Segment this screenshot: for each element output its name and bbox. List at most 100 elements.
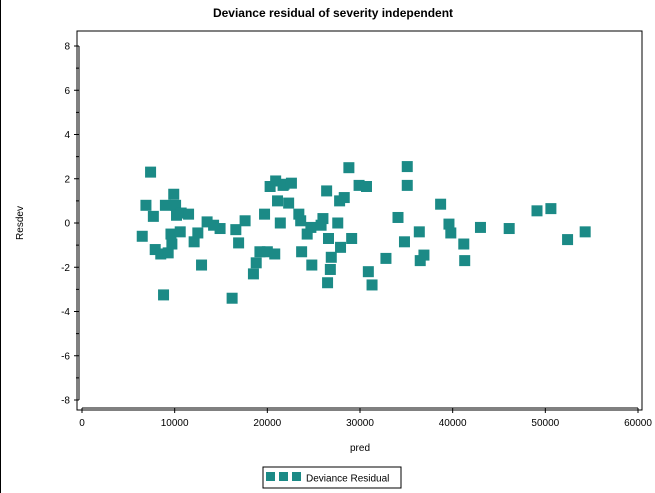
data-point xyxy=(261,246,273,258)
data-point xyxy=(168,188,180,200)
data-point xyxy=(531,205,543,217)
data-point xyxy=(401,161,413,173)
data-point xyxy=(188,236,200,248)
data-point xyxy=(443,218,455,230)
data-point xyxy=(398,236,410,248)
legend-marker xyxy=(266,472,275,481)
data-point xyxy=(315,219,327,231)
y-tick-label: 8 xyxy=(64,42,70,53)
data-point xyxy=(360,180,372,192)
data-point xyxy=(278,178,290,190)
data-point xyxy=(175,207,187,219)
x-tick-label: 60000 xyxy=(624,418,652,429)
data-point xyxy=(545,203,557,215)
data-point xyxy=(226,292,238,304)
data-point xyxy=(149,244,161,256)
data-point xyxy=(270,175,282,187)
data-point xyxy=(166,238,178,250)
legend-marker xyxy=(279,472,288,481)
data-point xyxy=(201,216,213,228)
data-point xyxy=(353,179,365,191)
data-point xyxy=(165,228,177,240)
legend-label: Deviance Residual xyxy=(306,474,389,485)
x-axis-label: pred xyxy=(350,443,370,454)
data-point xyxy=(259,208,271,220)
data-point xyxy=(147,210,159,222)
x-tick-label: 10000 xyxy=(161,418,189,429)
y-axis: 8 6 4 2 0 -2 -4 -6 -8 xyxy=(61,42,80,407)
data-point xyxy=(335,241,347,253)
data-point xyxy=(435,198,447,210)
data-point xyxy=(274,217,286,229)
data-point xyxy=(366,279,378,291)
y-tick-label: -6 xyxy=(61,351,70,362)
data-point xyxy=(145,166,157,178)
data-point xyxy=(170,199,182,211)
data-point xyxy=(322,277,334,289)
data-point xyxy=(192,227,204,239)
data-point xyxy=(332,217,344,229)
legend-markers xyxy=(266,472,301,481)
data-point xyxy=(283,197,295,209)
data-point xyxy=(392,211,404,223)
data-point xyxy=(325,251,337,263)
x-tick-label: 0 xyxy=(79,418,85,429)
y-tick-label: -2 xyxy=(61,263,70,274)
y-tick-label: 6 xyxy=(64,86,70,97)
legend-marker xyxy=(292,472,301,481)
data-point xyxy=(174,226,186,238)
data-point xyxy=(322,232,334,244)
data-point xyxy=(214,223,226,235)
data-point xyxy=(250,257,262,269)
data-point xyxy=(230,224,242,236)
x-tick-label: 20000 xyxy=(253,418,281,429)
data-point xyxy=(239,215,251,227)
data-point xyxy=(503,223,515,235)
data-point xyxy=(458,238,470,250)
data-point xyxy=(155,248,167,260)
data-point xyxy=(401,179,413,191)
y-tick-label: 0 xyxy=(64,219,70,230)
legend: Deviance Residual xyxy=(262,466,402,489)
data-point xyxy=(264,180,276,192)
data-point xyxy=(285,177,297,189)
data-point xyxy=(343,162,355,174)
data-point xyxy=(296,246,308,258)
data-point xyxy=(445,227,457,239)
data-point xyxy=(317,213,329,225)
data-point xyxy=(159,199,171,211)
plot-area xyxy=(76,30,643,411)
data-point xyxy=(562,234,574,246)
data-point xyxy=(301,228,313,240)
data-point xyxy=(158,289,170,301)
data-point xyxy=(362,266,374,278)
data-point xyxy=(413,226,425,238)
data-point xyxy=(233,237,245,249)
data-point xyxy=(208,219,220,231)
data-point xyxy=(140,199,152,211)
data-point xyxy=(162,247,174,259)
data-point xyxy=(254,246,266,258)
data-point xyxy=(269,248,281,260)
y-tick-label: -8 xyxy=(61,396,70,407)
data-point xyxy=(579,226,591,238)
data-point xyxy=(338,192,350,204)
data-point xyxy=(324,263,336,275)
y-tick-label: -4 xyxy=(61,307,70,318)
chart-title: Deviance residual of severity independen… xyxy=(213,6,453,20)
x-tick-label: 40000 xyxy=(439,418,467,429)
data-point xyxy=(183,208,195,220)
data-points xyxy=(136,161,591,304)
data-point xyxy=(136,230,148,242)
data-point xyxy=(305,221,317,233)
y-axis-label: Resdev xyxy=(15,206,26,240)
x-axis: 0 10000 20000 30000 40000 50000 60000 xyxy=(79,407,652,429)
data-point xyxy=(474,221,486,233)
data-point xyxy=(321,185,333,197)
data-point xyxy=(380,252,392,264)
data-point xyxy=(414,255,426,267)
x-tick-label: 30000 xyxy=(346,418,374,429)
data-point xyxy=(346,232,358,244)
